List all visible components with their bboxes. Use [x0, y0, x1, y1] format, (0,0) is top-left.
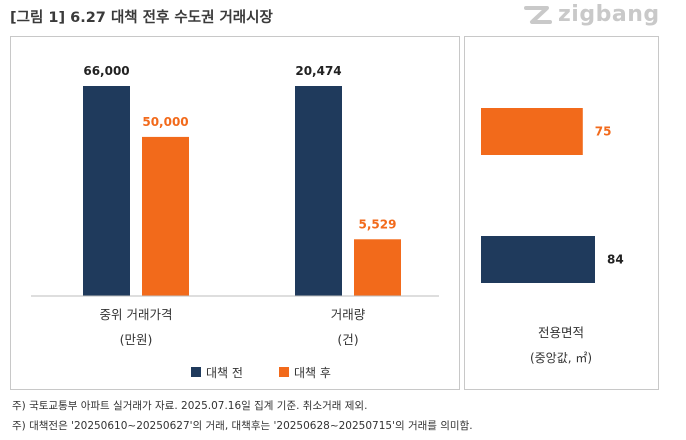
zigbang-z-logo-icon: [524, 5, 552, 24]
bar-value-label: 84: [607, 253, 624, 267]
category-unit-label: (건): [337, 332, 358, 347]
legend-swatch-after: [279, 367, 289, 377]
legend-swatch-before: [191, 367, 201, 377]
category-unit-label: (만원): [120, 332, 153, 347]
category-label: 전용면적: [538, 325, 584, 340]
horizontal-bar-chart: 75 84 전용면적 (중앙값, ㎡): [481, 108, 624, 365]
left-chart-panel: 66,000 50,000 중위 거래가격 (만원) 20,474 5,529 거래량 (건)…: [10, 36, 460, 390]
category-unit-label: (중앙값, ㎡): [530, 351, 592, 365]
bar-value-label: 50,000: [142, 115, 188, 129]
footnote-source: 주) 국토교통부 아파트 실거래가 자료. 2025.07.16일 집계 기준.…: [12, 400, 368, 412]
category-label: 거래량: [331, 307, 366, 322]
bar-value-label: 20,474: [295, 64, 341, 78]
bar-price-before: [83, 86, 130, 296]
footnote-period: 주) 대책전은 '20250610~20250627'의 거래, 대책후는 '2…: [12, 420, 473, 432]
legend-label-before: 대책 전: [206, 365, 243, 380]
bar-area-after: [481, 108, 583, 155]
logo-text: zigbang: [558, 2, 660, 27]
zigbang-logo: zigbang: [523, 2, 660, 27]
chart-title: [그림 1] 6.27 대책 전후 수도권 거래시장: [10, 10, 273, 26]
legend-label-after: 대책 후: [294, 365, 331, 380]
bar-price-after: [142, 136, 189, 296]
bar-value-label: 66,000: [83, 64, 129, 78]
vertical-bar-chart: 66,000 50,000 중위 거래가격 (만원) 20,474 5,529 거래량 (건)…: [31, 64, 439, 380]
right-chart-panel: 75 84 전용면적 (중앙값, ㎡): [464, 36, 659, 390]
bar-volume-before: [295, 86, 342, 296]
bar-value-label: 5,529: [359, 217, 397, 231]
category-label: 중위 거래가격: [100, 307, 173, 322]
bar-value-label: 75: [595, 125, 612, 139]
bar-volume-after: [354, 239, 401, 296]
bar-area-before: [481, 236, 595, 283]
